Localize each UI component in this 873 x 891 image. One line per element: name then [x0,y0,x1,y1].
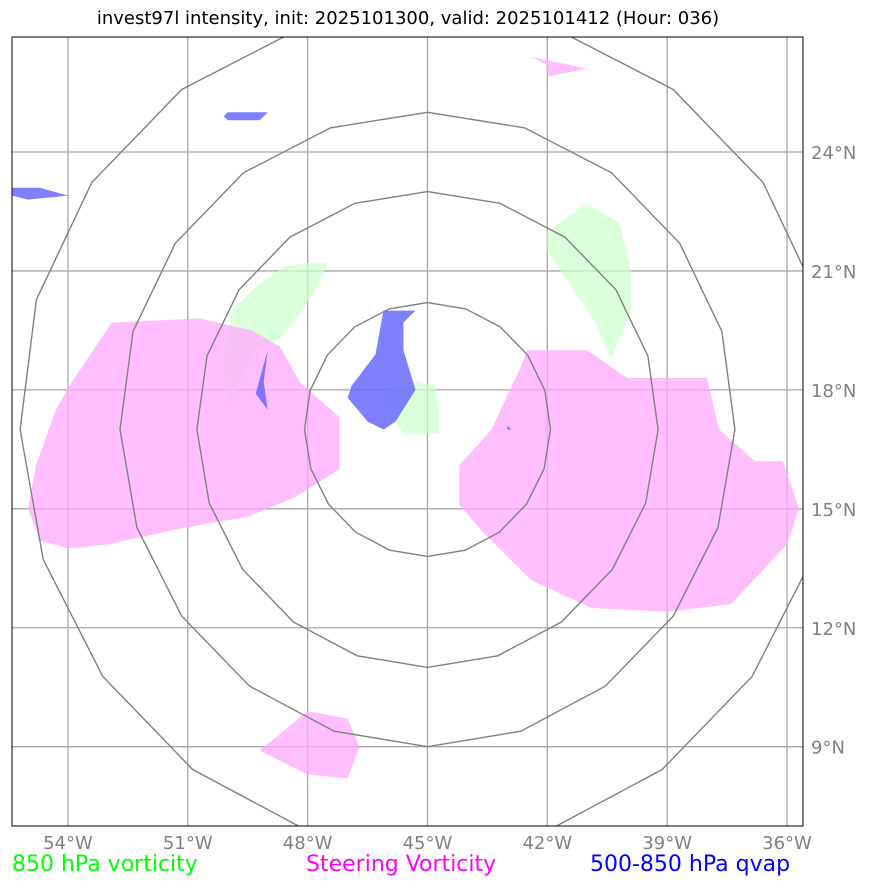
y-tick-label: 12°N [811,619,856,640]
y-tick-label: 18°N [811,381,856,402]
legend-qvap: 500-850 hPa qvap [590,852,791,877]
x-tick-label: 51°W [163,833,213,854]
y-tick-label: 15°N [811,500,856,521]
legend-steering-vorticity: Steering Vorticity [306,852,497,877]
contour-500-850-hpa-qvap [255,350,268,410]
contour-500-850-hpa-qvap [223,112,268,121]
contour-fills [12,56,799,779]
x-tick-label: 45°W [403,833,453,854]
x-tick-labels: 54°W 51°W 48°W 45°W 42°W 39°W 36°W [43,833,812,854]
range-ring [119,111,736,748]
contour-steering-vorticity [531,56,588,77]
range-ring [196,190,659,669]
x-tick-label: 48°W [283,833,333,854]
axes-frame [11,36,804,827]
contour-850-hpa-vorticity [223,263,328,406]
contour-500-850-hpa-qvap [347,310,416,430]
y-tick-labels: 24°N 21°N 18°N 15°N 12°N 9°N [811,143,856,759]
contour-500-850-hpa-qvap [12,187,68,200]
range-ring [303,301,552,558]
range-ring [19,37,803,826]
contour-steering-vorticity [28,318,340,549]
y-tick-label: 24°N [811,143,856,164]
contour-steering-vorticity [459,350,799,612]
y-tick-label: 9°N [811,738,845,759]
x-tick-label: 36°W [762,833,812,854]
range-rings [19,37,803,826]
contour-850-hpa-vorticity [547,203,632,359]
x-tick-label: 54°W [43,833,93,854]
chart-title: invest97l intensity, init: 2025101300, v… [96,8,720,29]
x-tick-label: 39°W [642,833,692,854]
y-tick-label: 21°N [811,262,856,283]
contour-steering-vorticity [259,711,360,779]
x-tick-label: 42°W [522,833,572,854]
legend-850-vorticity: 850 hPa vorticity [12,852,198,877]
contour-500-850-hpa-qvap [507,425,512,430]
